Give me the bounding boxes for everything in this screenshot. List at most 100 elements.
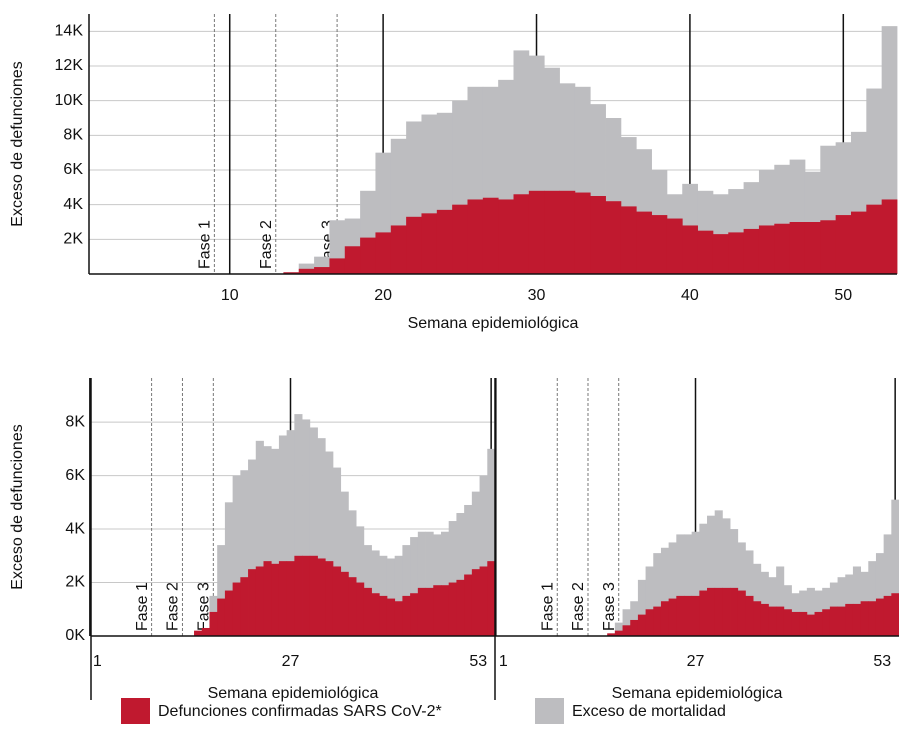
bar [263,561,272,636]
bar [348,510,357,636]
y-axis-label: Exceso de defunciones [9,424,26,589]
bar [224,502,234,636]
bar [699,590,708,636]
x-tick-label: 20 [374,287,392,304]
bar [822,609,831,636]
y-tick-label: 4K [65,520,85,537]
x-axis-label: Semana epidemiológica [612,685,783,702]
bar [881,199,898,274]
bar [806,587,815,636]
y-tick-label: 2K [63,231,83,248]
bar [645,609,654,636]
bar [891,593,899,636]
bar [691,531,700,636]
x-tick-label: 40 [681,287,699,304]
bar [425,531,434,636]
bar [371,593,380,636]
legend-swatch [121,698,150,724]
bar [791,611,800,636]
bar [883,534,892,636]
bar [294,555,303,636]
bar [622,609,631,636]
phase-label: Fase 3 [601,582,618,631]
bar [737,590,746,636]
bar [348,577,357,636]
phase-label: Fase 1 [197,220,214,269]
bar [707,587,716,636]
bar [379,595,388,636]
y-tick-label: 12K [55,57,84,74]
phase-label: Fase 1 [539,582,556,631]
phase-label: Fase 3 [196,582,213,631]
bar [714,510,723,636]
bar [240,470,249,636]
bar [332,467,342,636]
bar [753,563,762,636]
bar [317,438,326,636]
bar [683,595,693,636]
bar [691,595,700,636]
bar [363,587,372,636]
bar [452,204,468,274]
bar [232,475,241,636]
bar [271,448,280,636]
bar [605,201,622,274]
bar [789,222,806,274]
bar [329,258,346,274]
x-tick-label: 53 [873,653,891,670]
bar [682,225,698,274]
bar [835,215,852,274]
bar [850,211,867,274]
bar [875,598,885,636]
x-axis-label: Semana epidemiológica [208,685,379,702]
bar [668,598,677,636]
bar [814,611,823,636]
phase-label: Fase 1 [134,582,151,631]
bar [528,190,545,274]
bar [386,558,396,636]
bar [590,196,606,274]
legend-swatch [535,698,564,724]
bar [456,579,465,636]
bar [636,211,652,274]
bar [683,534,693,636]
bar [394,601,403,636]
bar [513,194,530,274]
bar [448,521,457,636]
bar [697,230,714,274]
bar [614,630,623,636]
bar [722,518,731,636]
y-tick-label: 8K [65,413,85,430]
bar [286,430,295,636]
bar [386,598,396,636]
bar [645,566,654,636]
x-tick-label: 1 [499,653,508,670]
bar [712,234,729,274]
bar [278,435,288,636]
y-tick-label: 2K [65,574,85,591]
bar [402,595,411,636]
bar [263,446,272,636]
legend-label: Defunciones confirmadas SARS CoV-2* [158,703,442,720]
bar [224,590,234,636]
x-tick-label: 27 [687,653,705,670]
bar [651,215,668,274]
bar [487,561,496,636]
bar [209,611,218,636]
bar [866,204,883,274]
bar [722,587,731,636]
bar [730,587,739,636]
bar [868,601,877,636]
bar [891,499,899,636]
bar [758,225,775,274]
bar [360,237,376,274]
bar [278,561,288,636]
bar [783,609,792,636]
bar [699,523,708,636]
bar [760,603,769,636]
bar [255,566,264,636]
bar [666,218,683,274]
bar [820,220,837,274]
bar [255,440,264,636]
bar [487,448,496,636]
